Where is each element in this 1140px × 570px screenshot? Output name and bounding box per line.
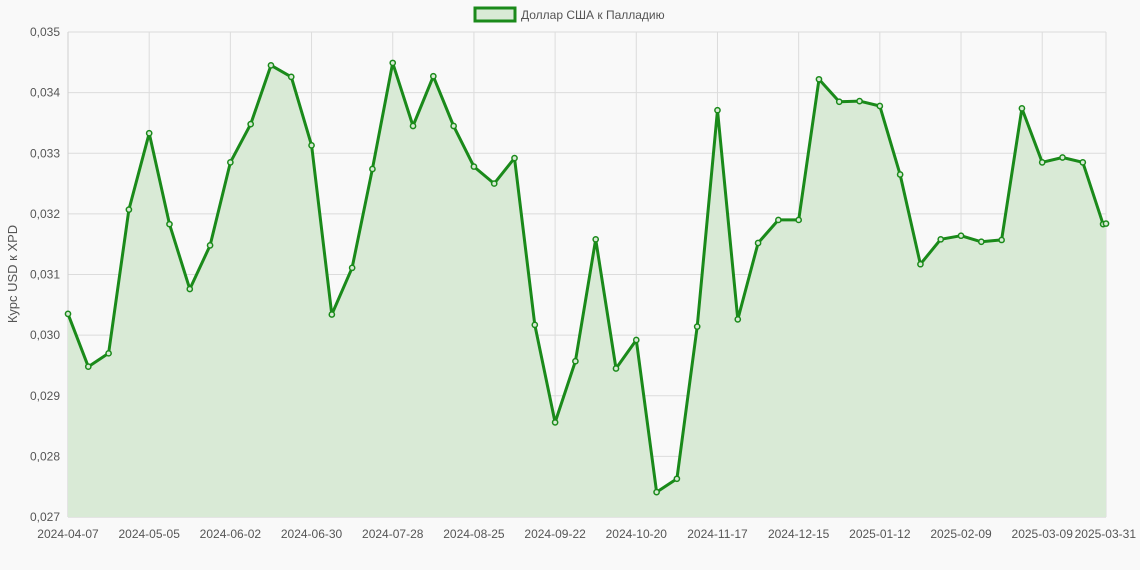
legend-label: Доллар США к Палладию: [521, 8, 665, 22]
data-point[interactable]: [612, 365, 620, 372]
data-point[interactable]: [105, 349, 112, 357]
data-point[interactable]: [977, 238, 985, 246]
data-point[interactable]: [125, 206, 133, 213]
data-point[interactable]: [775, 216, 782, 224]
data-point[interactable]: [1102, 220, 1110, 227]
x-tick-label: 2024-04-07: [37, 527, 99, 541]
x-tick-label: 2024-09-22: [524, 527, 586, 541]
y-tick-label: 0,029: [30, 389, 60, 403]
points-layer: [64, 59, 1110, 496]
data-point[interactable]: [429, 72, 437, 80]
data-point[interactable]: [572, 357, 579, 365]
data-point[interactable]: [206, 242, 214, 249]
data-point[interactable]: [835, 98, 843, 106]
data-point[interactable]: [369, 165, 376, 173]
data-point[interactable]: [917, 260, 924, 268]
y-tick-label: 0,033: [30, 146, 60, 160]
y-axis-title: Курс USD к XPD: [5, 225, 20, 323]
data-point[interactable]: [267, 61, 275, 69]
data-point[interactable]: [409, 122, 417, 130]
data-point[interactable]: [754, 239, 762, 247]
x-tick-label: 2024-12-15: [768, 527, 830, 541]
data-point[interactable]: [876, 102, 884, 110]
x-tick-label: 2024-06-30: [281, 527, 343, 541]
data-point[interactable]: [856, 97, 863, 105]
legend-swatch: [473, 6, 517, 23]
data-point[interactable]: [511, 154, 518, 162]
data-point[interactable]: [227, 158, 234, 166]
data-point[interactable]: [450, 122, 457, 130]
data-point[interactable]: [1079, 158, 1087, 166]
data-point[interactable]: [287, 73, 295, 81]
area-layer: [68, 62, 1106, 518]
y-tick-label: 0,035: [30, 25, 60, 39]
y-tick-label: 0,031: [30, 268, 60, 282]
x-tick-label: 2024-08-25: [443, 527, 505, 541]
data-point[interactable]: [186, 285, 194, 293]
data-point[interactable]: [531, 321, 539, 329]
data-point[interactable]: [551, 419, 559, 426]
x-axis-ticks: 2024-04-07 2024-05-05 2024-06-02 2024-06-30…: [37, 527, 1136, 541]
data-point[interactable]: [815, 75, 823, 83]
data-point[interactable]: [1038, 158, 1046, 166]
data-point[interactable]: [937, 235, 945, 243]
x-tick-label: 2024-06-02: [200, 527, 262, 541]
x-tick-label: 2025-01-12: [849, 527, 911, 541]
data-point[interactable]: [348, 264, 356, 272]
x-tick-label: 2024-10-20: [606, 527, 668, 541]
data-point[interactable]: [592, 235, 600, 243]
y-tick-label: 0,030: [30, 328, 60, 342]
data-point[interactable]: [896, 171, 904, 178]
data-point[interactable]: [328, 311, 336, 318]
x-tick-label: 2024-07-28: [362, 527, 424, 541]
data-point[interactable]: [1059, 154, 1066, 161]
y-axis-ticks: 0,027 0,028 0,029 0,030 0,031 0,032 0,033 0,034…: [30, 25, 60, 524]
x-tick-label: 2024-05-05: [118, 527, 180, 541]
data-point[interactable]: [653, 488, 660, 496]
x-tick-label: 2025-03-09: [1012, 527, 1074, 541]
data-point[interactable]: [734, 316, 742, 323]
legend[interactable]: Доллар США к Палладию: [473, 6, 665, 23]
data-point[interactable]: [795, 216, 803, 224]
series-area: [68, 62, 1106, 518]
data-point[interactable]: [247, 120, 255, 128]
data-point[interactable]: [84, 363, 92, 370]
data-point[interactable]: [673, 475, 681, 483]
data-point[interactable]: [490, 180, 498, 187]
data-point[interactable]: [64, 310, 72, 318]
data-point[interactable]: [470, 163, 478, 170]
data-point[interactable]: [308, 142, 315, 149]
y-tick-label: 0,032: [30, 207, 60, 221]
y-tick-label: 0,034: [30, 86, 60, 100]
x-tick-label: 2024-11-17: [687, 527, 748, 541]
data-point[interactable]: [166, 220, 173, 228]
data-point[interactable]: [693, 323, 701, 330]
data-point[interactable]: [1018, 105, 1026, 112]
x-tick-label: 2025-02-09: [930, 527, 992, 541]
y-tick-label: 0,027: [30, 510, 60, 524]
data-point[interactable]: [145, 129, 153, 137]
data-point[interactable]: [998, 236, 1005, 244]
data-point[interactable]: [957, 232, 965, 240]
data-point[interactable]: [714, 106, 721, 114]
data-point[interactable]: [389, 59, 397, 67]
x-tick-label: 2025-03-31: [1075, 527, 1137, 541]
y-tick-label: 0,028: [30, 449, 60, 463]
data-point[interactable]: [632, 336, 640, 344]
